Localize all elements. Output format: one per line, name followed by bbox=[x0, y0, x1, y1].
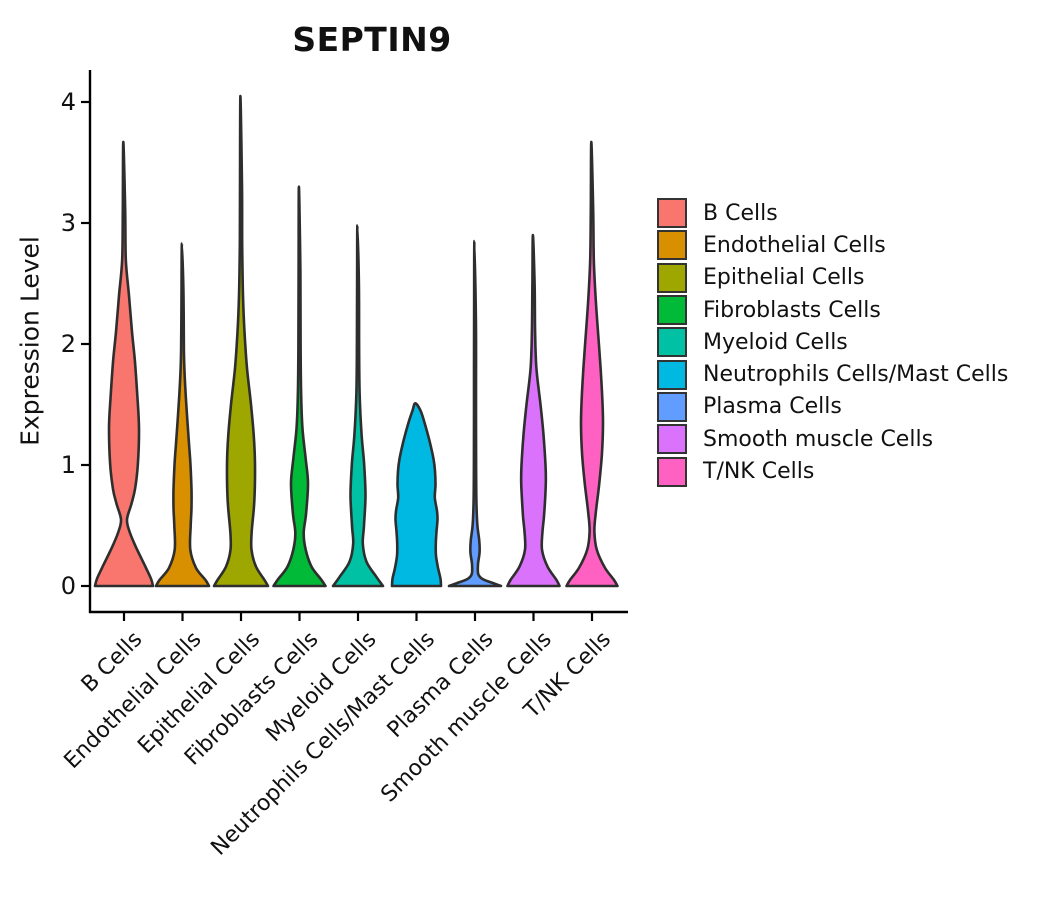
violin-endothelial-cells bbox=[154, 242, 211, 588]
legend-label: Endothelial Cells bbox=[703, 232, 886, 258]
y-tick-label: 1 bbox=[60, 451, 76, 479]
legend-row: T/NK Cells bbox=[657, 455, 1008, 487]
legend-color-swatch bbox=[657, 198, 687, 229]
y-tick-label: 3 bbox=[60, 209, 76, 237]
legend-color-swatch bbox=[657, 262, 687, 293]
y-tick-label: 4 bbox=[60, 88, 76, 116]
violin-b-cells bbox=[93, 140, 155, 588]
violin-neutrophils-cells-mast-cells bbox=[390, 402, 443, 588]
legend-row: Neutrophils Cells/Mast Cells bbox=[657, 358, 1008, 390]
legend-color-swatch bbox=[657, 327, 687, 358]
violin-epithelial-cells bbox=[212, 94, 270, 588]
legend-color-swatch bbox=[657, 295, 687, 326]
legend-color-swatch bbox=[657, 359, 687, 390]
legend-color-swatch bbox=[657, 424, 687, 455]
legend-label: Smooth muscle Cells bbox=[703, 426, 934, 452]
legend-label: Fibroblasts Cells bbox=[703, 297, 881, 323]
legend-row: Smooth muscle Cells bbox=[657, 423, 1008, 455]
y-tick-label: 0 bbox=[60, 572, 76, 600]
legend-row: B Cells bbox=[657, 197, 1008, 229]
legend-row: Endothelial Cells bbox=[657, 229, 1008, 261]
chart-title: SEPTIN9 bbox=[292, 20, 452, 59]
legend-label: Myeloid Cells bbox=[703, 329, 848, 355]
legend-row: Myeloid Cells bbox=[657, 326, 1008, 358]
violin-fibroblasts-cells bbox=[272, 185, 327, 588]
violin-t-nk-cells bbox=[565, 140, 619, 588]
legend-row: Epithelial Cells bbox=[657, 262, 1008, 294]
legend-row: Plasma Cells bbox=[657, 391, 1008, 423]
legend-label: Plasma Cells bbox=[703, 394, 842, 420]
violin-smooth-muscle-cells bbox=[506, 233, 561, 588]
y-tick-label: 2 bbox=[60, 330, 76, 358]
legend-label: B Cells bbox=[703, 200, 778, 226]
legend-color-swatch bbox=[657, 456, 687, 487]
legend-color-swatch bbox=[657, 391, 687, 422]
legend: B Cells Endothelial Cells Epithelial Cells… bbox=[657, 197, 1008, 488]
violin-myeloid-cells bbox=[331, 224, 385, 588]
legend-color-swatch bbox=[657, 230, 687, 261]
legend-label: Epithelial Cells bbox=[703, 265, 865, 291]
legend-label: T/NK Cells bbox=[703, 459, 815, 485]
legend-row: Fibroblasts Cells bbox=[657, 294, 1008, 326]
legend-label: Neutrophils Cells/Mast Cells bbox=[703, 362, 1009, 388]
violin-plasma-cells bbox=[447, 239, 503, 588]
